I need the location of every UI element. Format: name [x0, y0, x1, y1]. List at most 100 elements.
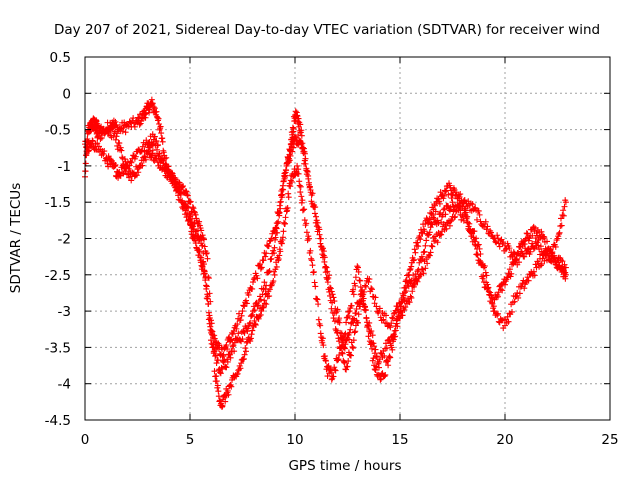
- data-point: [247, 335, 254, 342]
- data-point: [82, 168, 89, 175]
- data-point: [196, 248, 203, 255]
- data-point: [394, 323, 401, 330]
- data-point: [257, 265, 264, 272]
- x-tick-label: 5: [186, 432, 195, 448]
- data-point: [459, 203, 466, 210]
- data-point: [311, 202, 318, 209]
- data-point: [461, 206, 468, 213]
- data-point: [208, 317, 214, 324]
- data-point: [316, 226, 323, 233]
- data-point: [328, 369, 335, 376]
- data-point: [341, 332, 348, 339]
- data-point: [420, 249, 427, 256]
- data-point: [387, 354, 394, 361]
- data-point: [370, 355, 377, 362]
- data-point: [341, 359, 348, 366]
- data-point: [446, 222, 453, 229]
- data-point: [381, 352, 388, 359]
- data-point: [387, 324, 394, 331]
- data-point: [421, 228, 428, 235]
- data-point: [454, 201, 461, 208]
- data-point: [335, 335, 342, 342]
- data-point: [413, 277, 420, 284]
- data-point: [241, 303, 248, 310]
- data-point: [212, 353, 219, 360]
- data-point: [270, 278, 277, 285]
- data-point: [249, 285, 256, 292]
- data-point: [482, 269, 489, 276]
- data-point: [490, 303, 497, 310]
- data-point: [551, 255, 558, 262]
- data-point: [282, 220, 289, 227]
- data-point: [265, 269, 272, 276]
- y-tick-label: -1: [58, 159, 71, 175]
- data-point: [275, 218, 282, 225]
- data-point: [392, 327, 399, 334]
- data-point: [132, 153, 139, 160]
- data-point: [308, 257, 315, 264]
- data-point: [126, 118, 133, 125]
- data-point: [540, 233, 547, 240]
- data-point: [495, 293, 501, 300]
- data-point: [203, 295, 210, 302]
- data-point: [113, 133, 120, 140]
- data-point: [268, 255, 275, 262]
- data-point: [484, 285, 491, 292]
- data-point: [276, 252, 283, 259]
- data-point: [350, 286, 357, 293]
- data-point: [483, 226, 490, 233]
- data-point: [201, 243, 208, 250]
- y-tick-label: -2: [58, 232, 71, 248]
- data-point: [196, 218, 203, 225]
- data-point: [130, 115, 137, 122]
- data-point: [213, 360, 220, 367]
- data-point: [515, 250, 522, 257]
- data-point: [322, 269, 329, 276]
- data-point: [334, 356, 341, 363]
- data-point: [428, 210, 435, 217]
- data-point: [97, 124, 104, 131]
- data-point: [258, 264, 265, 271]
- data-point: [266, 293, 273, 300]
- data-point: [334, 306, 341, 313]
- x-tick-label: 15: [391, 432, 408, 448]
- data-point: [373, 353, 380, 360]
- data-point: [422, 265, 429, 272]
- data-point: [249, 311, 256, 318]
- data-point: [203, 283, 210, 290]
- data-point: [443, 225, 450, 232]
- data-point: [432, 202, 438, 209]
- data-point: [436, 198, 443, 205]
- data-point: [138, 148, 144, 155]
- data-point: [139, 115, 146, 122]
- data-point: [478, 261, 485, 268]
- data-point: [243, 348, 249, 355]
- data-point: [247, 338, 254, 345]
- data-point: [123, 162, 130, 169]
- data-point: [399, 312, 406, 319]
- data-point: [210, 344, 217, 351]
- data-point: [355, 264, 361, 271]
- data-point: [467, 227, 474, 234]
- data-point: [284, 204, 291, 211]
- data-point: [411, 256, 417, 263]
- data-point: [116, 169, 123, 176]
- data-point: [151, 133, 158, 140]
- data-point: [397, 308, 403, 315]
- data-point: [325, 286, 332, 293]
- data-point: [154, 141, 161, 148]
- data-point: [304, 168, 311, 175]
- data-point: [271, 250, 277, 257]
- data-point: [466, 220, 473, 227]
- data-point: [561, 203, 568, 210]
- data-point: [534, 239, 541, 246]
- data-point: [231, 339, 238, 346]
- data-point: [215, 393, 222, 400]
- data-point: [398, 299, 405, 306]
- data-point: [373, 354, 380, 361]
- data-point: [334, 329, 341, 336]
- data-point: [172, 175, 179, 182]
- data-point: [248, 312, 255, 319]
- data-point: [95, 132, 102, 139]
